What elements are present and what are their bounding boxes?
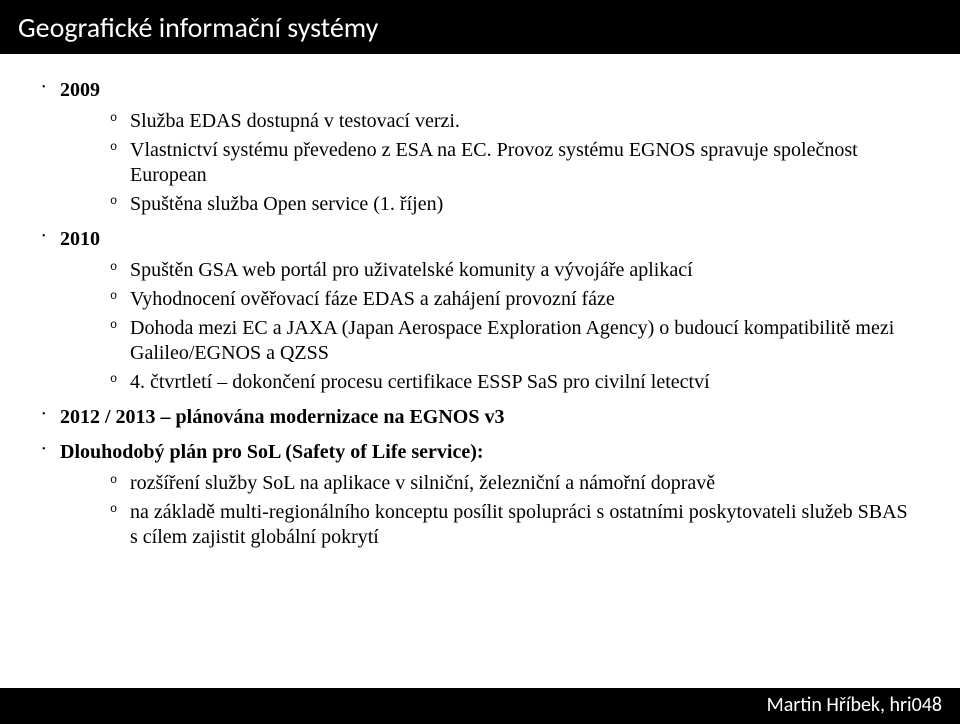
year-label: 2010 <box>60 228 100 250</box>
sub-list: Spuštěn GSA web portál pro uživatelské k… <box>60 258 920 395</box>
slide-content: 2009 Služba EDAS dostupná v testovací ve… <box>0 54 960 550</box>
footer-author: Martin Hříbek, hri048 <box>767 693 942 717</box>
sub-item: Služba EDAS dostupná v testovací verzi. <box>110 109 920 134</box>
list-item-2010: 2010 Spuštěn GSA web portál pro uživatel… <box>40 227 920 395</box>
sub-item: Spuštěna služba Open service (1. říjen) <box>110 192 920 217</box>
sub-item: Vlastnictví systému převedeno z ESA na E… <box>110 138 920 188</box>
list-item-2009: 2009 Služba EDAS dostupná v testovací ve… <box>40 78 920 217</box>
year-label: 2009 <box>60 79 100 101</box>
list-item-sol: Dlouhodobý plán pro SoL (Safety of Life … <box>40 440 920 550</box>
slide-footer: Martin Hříbek, hri048 <box>0 688 960 724</box>
list-item-2012: 2012 / 2013 – plánována modernizace na E… <box>40 405 920 430</box>
top-list: 2009 Služba EDAS dostupná v testovací ve… <box>40 78 920 550</box>
item-label: Dlouhodobý plán pro SoL (Safety of Life … <box>60 441 484 463</box>
sub-item: Dohoda mezi EC a JAXA (Japan Aerospace E… <box>110 316 920 366</box>
sub-item: rozšíření služby SoL na aplikace v silni… <box>110 471 920 496</box>
sub-list: rozšíření služby SoL na aplikace v silni… <box>60 471 920 550</box>
sub-item: Vyhodnocení ověřovací fáze EDAS a zaháje… <box>110 287 920 312</box>
sub-list: Služba EDAS dostupná v testovací verzi. … <box>60 109 920 217</box>
sub-item: Spuštěn GSA web portál pro uživatelské k… <box>110 258 920 283</box>
slide-title: Geografické informační systémy <box>18 10 942 45</box>
item-label: 2012 / 2013 – plánována modernizace na E… <box>60 406 504 428</box>
sub-item: 4. čtvrtletí – dokončení procesu certifi… <box>110 370 920 395</box>
slide-header: Geografické informační systémy <box>0 0 960 54</box>
sub-item: na základě multi-regionálního konceptu p… <box>110 500 920 550</box>
